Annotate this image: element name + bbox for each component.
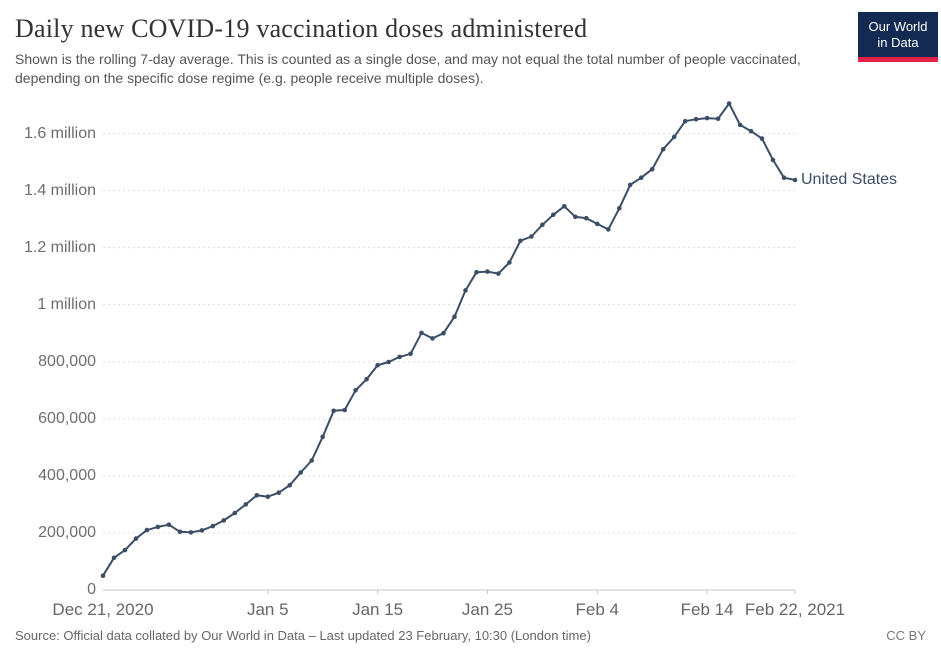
plot-area — [100, 101, 798, 594]
data-point-marker[interactable] — [441, 330, 446, 336]
chart-subtitle: Shown is the rolling 7-day average. This… — [15, 51, 801, 86]
data-point-marker[interactable] — [199, 528, 205, 533]
license-cc-by[interactable]: CC BY — [886, 628, 926, 643]
data-point-marker[interactable] — [287, 483, 293, 488]
data-point-marker[interactable] — [759, 136, 765, 141]
data-point-marker[interactable] — [693, 116, 699, 122]
data-point-marker[interactable] — [595, 221, 600, 227]
owid-logo-text-line1: Our World — [868, 18, 928, 34]
data-point-marker[interactable] — [210, 523, 216, 529]
data-point-marker[interactable] — [298, 470, 304, 475]
series-line-united-states — [102, 102, 796, 577]
data-point-marker[interactable] — [122, 547, 128, 553]
data-point-marker[interactable] — [627, 182, 633, 188]
data-point-marker[interactable] — [638, 175, 644, 180]
data-point-marker[interactable] — [386, 359, 391, 365]
owid-logo-text-line2: in Data — [877, 34, 919, 50]
data-point-marker[interactable] — [408, 351, 413, 357]
data-point-marker[interactable] — [485, 269, 490, 274]
data-point-marker[interactable] — [551, 212, 556, 218]
data-point-marker[interactable] — [155, 524, 161, 530]
data-point-marker[interactable] — [177, 529, 183, 535]
data-point-marker[interactable] — [671, 134, 677, 140]
series-label-united-states[interactable]: United States — [801, 171, 898, 188]
data-point-marker[interactable] — [364, 376, 369, 382]
data-point-marker[interactable] — [166, 522, 172, 527]
data-point-marker[interactable] — [584, 215, 589, 221]
data-point-marker[interactable] — [617, 206, 622, 211]
data-point-marker[interactable] — [540, 222, 545, 228]
data-point-marker[interactable] — [715, 116, 721, 121]
data-point-marker[interactable] — [254, 493, 260, 498]
data-point-marker[interactable] — [606, 227, 611, 232]
data-point-marker[interactable] — [144, 527, 150, 533]
data-point-marker[interactable] — [265, 494, 271, 500]
footer: Source: Official data collated by Our Wo… — [15, 628, 926, 643]
data-point-marker[interactable] — [221, 518, 227, 523]
data-point-marker[interactable] — [792, 177, 798, 183]
data-point-marker[interactable] — [133, 536, 139, 541]
data-point-marker[interactable] — [682, 118, 688, 124]
data-point-marker[interactable] — [309, 458, 315, 463]
data-point-marker[interactable] — [726, 101, 732, 106]
data-point-marker[interactable] — [320, 434, 326, 440]
data-point-marker[interactable] — [770, 157, 776, 163]
source-note: Source: Official data collated by Our Wo… — [15, 628, 591, 643]
data-point-marker[interactable] — [781, 175, 787, 180]
data-point-marker[interactable] — [507, 260, 512, 265]
data-point-marker[interactable] — [496, 271, 501, 276]
data-point-marker[interactable] — [331, 408, 337, 414]
data-point-marker[interactable] — [397, 354, 402, 360]
data-point-marker[interactable] — [562, 204, 567, 209]
data-point-marker[interactable] — [518, 238, 523, 244]
data-point-marker[interactable] — [100, 573, 106, 578]
data-point-marker[interactable] — [342, 407, 348, 413]
data-point-marker[interactable] — [452, 314, 457, 319]
data-point-marker[interactable] — [188, 530, 194, 535]
data-point-marker[interactable] — [649, 166, 655, 172]
data-point-marker[interactable] — [474, 269, 479, 275]
data-point-marker[interactable] — [430, 336, 435, 341]
data-point-marker[interactable] — [660, 146, 666, 152]
data-point-marker[interactable] — [353, 388, 358, 393]
data-point-marker[interactable] — [573, 214, 578, 220]
data-point-marker[interactable] — [243, 502, 249, 507]
chart-title: Daily new COVID-19 vaccination doses adm… — [15, 14, 588, 43]
data-point-marker[interactable] — [276, 490, 282, 496]
data-point-marker[interactable] — [737, 122, 743, 128]
data-point-marker[interactable] — [232, 510, 238, 516]
data-point-marker[interactable] — [111, 555, 117, 561]
data-point-marker[interactable] — [704, 115, 710, 121]
data-point-marker[interactable] — [463, 288, 468, 293]
data-point-marker[interactable] — [748, 128, 754, 134]
data-point-marker[interactable] — [419, 330, 424, 336]
owid-logo[interactable]: Our World in Data — [858, 12, 938, 62]
data-point-marker[interactable] — [529, 234, 534, 239]
data-point-marker[interactable] — [375, 362, 380, 368]
